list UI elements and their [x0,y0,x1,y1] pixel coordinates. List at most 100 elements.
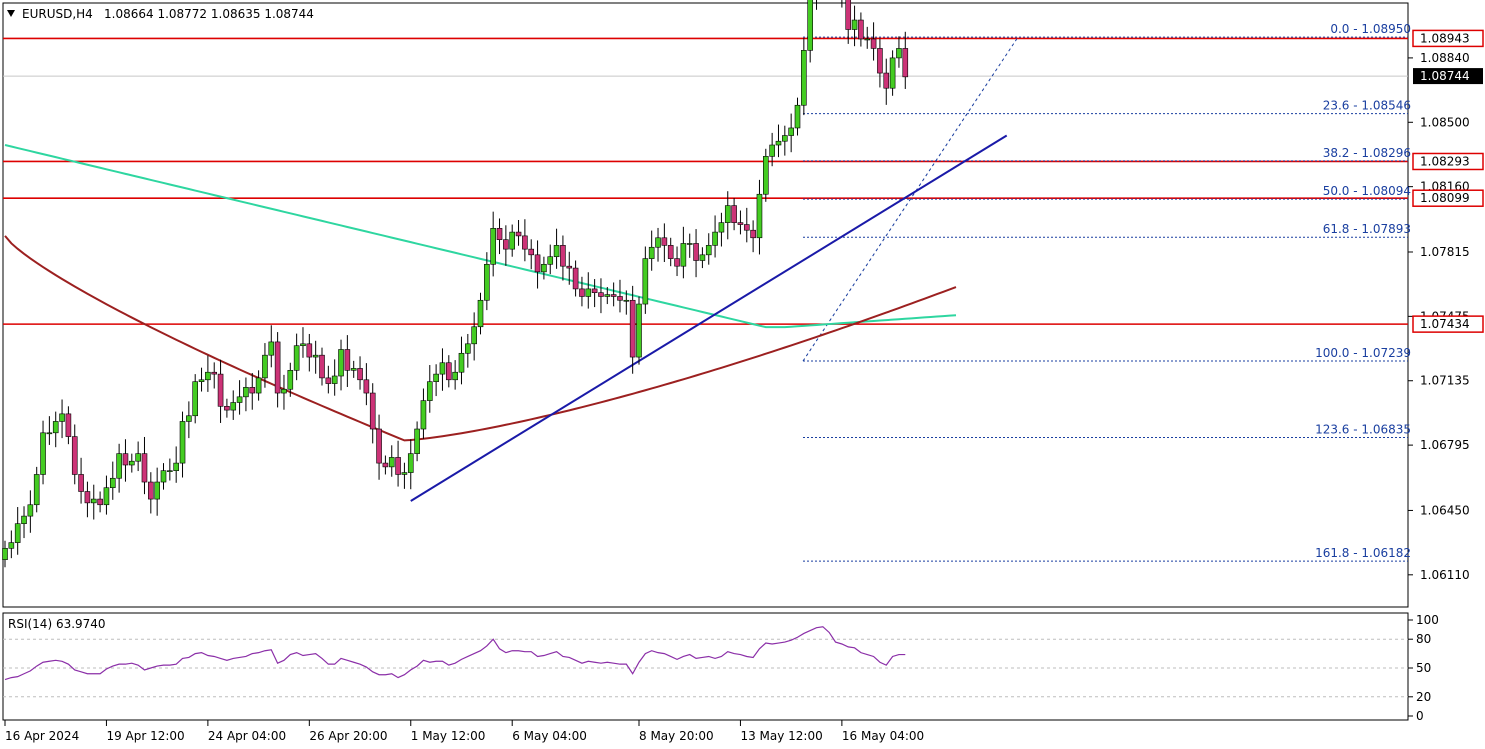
fib-level-label: 61.8 - 1.07893 [1323,222,1411,236]
candle-body [503,239,509,250]
candle-body [579,288,585,297]
candle-body [205,371,211,381]
candle-body [426,381,433,401]
candle-body [484,263,490,301]
candle-body [312,354,319,358]
candle-body [794,104,801,129]
rsi-tick-label: 100 [1416,613,1439,627]
candle-body [661,237,668,246]
ma-fast-line [4,144,957,329]
trendline-layer [410,134,1008,502]
candle-body [642,258,649,305]
fib-level-label: 0.0 - 1.08950 [1330,22,1411,36]
candle-body [274,341,281,394]
fib-level-label: 50.0 - 1.08094 [1323,184,1411,198]
candle-body [591,288,598,293]
candle-body [541,263,547,273]
candle-body [585,288,592,297]
levels-layer [3,37,1408,325]
price-tick-label: 1.08840 [1420,51,1470,65]
current-price-tag [1413,68,1483,85]
candle-body [27,504,34,517]
candle-body [896,48,902,59]
candle-body [693,243,699,261]
candle-body [255,377,262,394]
candle-body [788,127,794,136]
level-price-tag-label: 1.08099 [1420,191,1470,205]
rsi-tick-label: 50 [1416,661,1431,675]
time-tick-label: 26 Apr 20:00 [309,729,387,743]
level-price-tag-label: 1.07434 [1420,317,1470,331]
candle-body [122,453,129,466]
candle-body [477,299,484,328]
candle-body [103,487,110,506]
rsi-line [4,626,906,681]
candle-body [680,243,687,267]
candle-body [623,299,630,302]
candle-body [97,498,103,506]
candle-body [655,237,661,248]
price-tick-label: 1.06450 [1420,503,1470,517]
candle-body [52,421,59,434]
candle-body [598,292,604,297]
fib-level-label: 161.8 - 1.06182 [1315,546,1411,560]
rsi-label: RSI(14) 63.9740 [8,617,106,631]
candle-body [224,405,230,411]
rsi-panel-frame [2,612,1409,721]
candle-body [230,402,237,411]
candle-body [160,470,167,483]
candle-body [141,453,148,483]
candle-body [801,50,807,106]
candle-body [610,294,617,297]
candle-body [395,457,401,475]
candle-body [724,205,731,223]
candle-body [851,19,858,30]
candle-body [186,415,192,422]
level-price-tag-label: 1.08943 [1420,31,1470,45]
candle-body [667,245,674,259]
ma-slow-line [4,235,957,442]
candle-body [90,498,97,504]
candle-body [750,229,756,239]
rsi-tick-label: 0 [1416,709,1424,723]
candle-body [59,413,65,422]
rsi-tick-label: 20 [1416,690,1431,704]
candle-body [369,392,376,430]
candle-body [490,228,496,265]
candle-body [496,228,503,240]
candle-body [433,373,439,382]
rsi-axis: 100 80 50 20 0 [1408,613,1439,723]
candle-body [217,373,224,407]
candle-body [33,474,40,506]
candle-body [572,267,579,290]
level-price-tag [1412,315,1484,333]
fib-level-label: 123.6 - 1.06835 [1315,423,1411,437]
dropdown-triangle-icon[interactable] [7,10,15,17]
candle-body [674,258,680,267]
candle-body [471,326,477,345]
candle-body [889,57,896,89]
candle-body [547,256,554,265]
candle-body [78,474,84,492]
candle-body [173,462,179,471]
candle-body [2,548,8,560]
candle-body [243,387,249,398]
candle-body [756,193,763,239]
candle-body [864,38,871,41]
candle-body [331,375,338,384]
candle-body [281,388,287,394]
candle-body [388,457,395,468]
candle-body [439,362,446,375]
candle-body [357,368,363,381]
candle-body [648,246,655,259]
main-chart-frame [2,2,1409,608]
time-tick-label: 13 May 12:00 [740,729,822,743]
candle-body [737,222,744,225]
price-tick-label: 1.08500 [1420,115,1470,129]
candle-body [858,19,864,40]
support-trendline [410,134,1008,502]
candle-body [135,453,141,462]
candle-body [877,48,883,74]
candle-body [407,453,414,473]
